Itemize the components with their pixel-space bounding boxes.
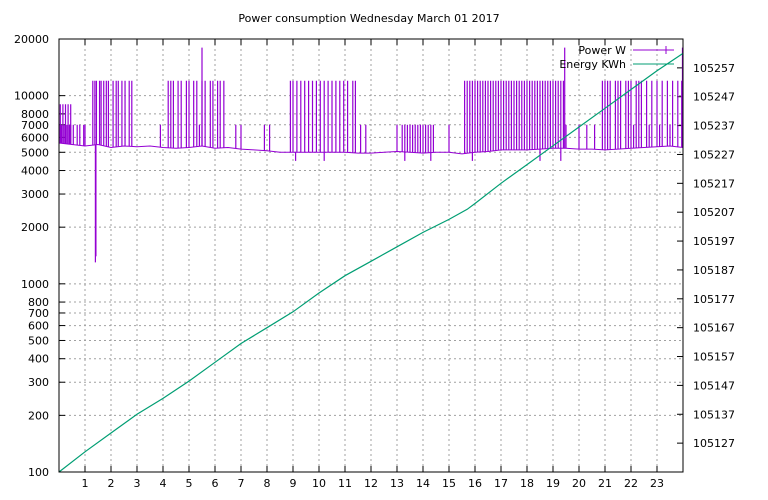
y-left-tick-label: 600 — [28, 320, 49, 333]
x-tick-label: 17 — [494, 477, 508, 490]
right-y-axis: 105127 105137 105147 105157 105167 105177 1051… — [677, 62, 735, 450]
x-tick-label: 20 — [572, 477, 586, 490]
power-baseline-line — [58, 142, 684, 155]
x-tick-label: 6 — [212, 477, 219, 490]
x-tick-label: 11 — [338, 477, 352, 490]
y-right-tick-label: 105177 — [693, 293, 735, 306]
y-left-tick-label: 400 — [28, 353, 49, 366]
x-tick-label: 7 — [238, 477, 245, 490]
x-tick-label: 14 — [416, 477, 430, 490]
y-left-tick-label: 7000 — [21, 119, 49, 132]
y-right-tick-label: 105187 — [693, 264, 735, 277]
x-tick-label: 9 — [290, 477, 297, 490]
legend-label-power: Power W — [578, 44, 626, 57]
y-right-tick-label: 105257 — [693, 62, 735, 75]
x-tick-label: 16 — [468, 477, 482, 490]
x-tick-label: 15 — [442, 477, 456, 490]
legend-label-energy: Energy KWh — [559, 58, 626, 71]
x-axis: 1 2 3 4 5 6 7 8 9 10 11 12 13 14 15 16 17 18 19 20 21 22 23 — [82, 39, 664, 490]
y-left-tick-label: 2000 — [21, 221, 49, 234]
plot-frame — [58, 38, 684, 473]
y-right-tick-label: 105147 — [693, 379, 735, 392]
y-right-tick-label: 105197 — [693, 235, 735, 248]
x-tick-label: 13 — [390, 477, 404, 490]
y-left-tick-label: 4000 — [21, 165, 49, 178]
x-tick-label: 4 — [160, 477, 167, 490]
y-left-tick-label: 10000 — [14, 90, 49, 103]
x-tick-label: 12 — [364, 477, 378, 490]
y-left-tick-label: 100 — [28, 466, 49, 479]
y-right-tick-label: 105217 — [693, 177, 735, 190]
y-left-tick-label: 500 — [28, 334, 49, 347]
y-right-tick-label: 105247 — [693, 91, 735, 104]
grid-lines — [59, 39, 683, 472]
y-left-tick-label: 1000 — [21, 278, 49, 291]
x-tick-label: 23 — [650, 477, 664, 490]
y-left-tick-label: 8000 — [21, 108, 49, 121]
y-left-tick-label: 20000 — [14, 33, 49, 46]
y-left-tick-label: 5000 — [21, 146, 49, 159]
y-left-tick-label: 3000 — [21, 188, 49, 201]
energy-line — [58, 52, 684, 473]
x-tick-label: 19 — [546, 477, 560, 490]
x-tick-label: 22 — [624, 477, 638, 490]
y-left-tick-label: 200 — [28, 409, 49, 422]
y-right-tick-label: 105237 — [693, 120, 735, 133]
y-right-tick-label: 105207 — [693, 206, 735, 219]
y-right-tick-label: 105127 — [693, 437, 735, 450]
y-right-tick-label: 105167 — [693, 322, 735, 335]
series-group — [58, 47, 684, 473]
chart-title: Power consumption Wednesday March 01 201… — [238, 12, 499, 25]
y-right-tick-label: 105227 — [693, 148, 735, 161]
y-right-tick-label: 105157 — [693, 351, 735, 364]
x-tick-label: 10 — [312, 477, 326, 490]
x-tick-label: 5 — [186, 477, 193, 490]
y-right-tick-label: 105137 — [693, 408, 735, 421]
y-left-tick-label: 6000 — [21, 131, 49, 144]
x-tick-label: 18 — [520, 477, 534, 490]
x-tick-label: 21 — [598, 477, 612, 490]
x-tick-label: 3 — [134, 477, 141, 490]
x-tick-label: 2 — [108, 477, 115, 490]
y-left-tick-label: 800 — [28, 296, 49, 309]
y-left-tick-label: 700 — [28, 307, 49, 320]
legend: Power W Energy KWh — [559, 44, 674, 71]
y-left-tick-label: 300 — [28, 376, 49, 389]
x-tick-label: 8 — [264, 477, 271, 490]
x-tick-label: 1 — [82, 477, 89, 490]
